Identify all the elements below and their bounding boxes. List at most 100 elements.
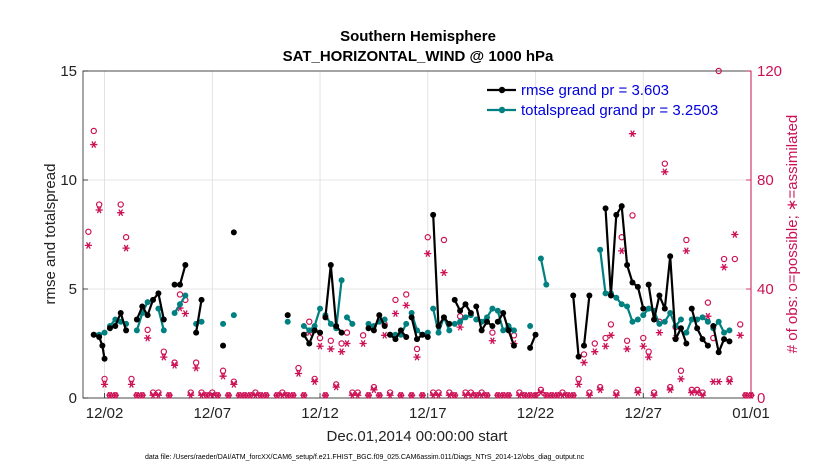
- obs-assimilated-marker: [504, 391, 513, 399]
- obs-possible-marker: [327, 337, 335, 344]
- rmse-point: [198, 296, 205, 303]
- rmse-point: [457, 307, 464, 314]
- totalspread-point: [198, 318, 205, 325]
- obs-count-series: [84, 67, 755, 399]
- x-axis-label: Dec.01,2014 00:00:00 start: [327, 428, 509, 445]
- rmse-point: [704, 342, 711, 349]
- totalspread-point: [634, 316, 641, 323]
- obs-assimilated-marker: [434, 391, 443, 399]
- obs-possible-marker: [715, 67, 722, 75]
- x-tick-label: 12/02: [86, 405, 124, 422]
- totalspread-point: [133, 327, 140, 334]
- x-tick-label: 12/27: [624, 405, 662, 422]
- rmse-point: [699, 336, 706, 343]
- obs-assimilated-marker: [311, 378, 319, 386]
- rmse-point: [484, 318, 491, 325]
- x-tick-label: 01/01: [732, 405, 770, 422]
- obs-assimilated-marker: [418, 391, 426, 399]
- rmse-point: [230, 229, 237, 236]
- obs-assimilated-marker: [95, 206, 103, 214]
- totalspread-point: [451, 320, 458, 327]
- obs-assimilated-marker: [623, 345, 631, 353]
- obs-assimilated-marker: [100, 380, 109, 388]
- totalspread-point: [721, 329, 728, 336]
- rmse-point: [101, 355, 108, 362]
- obs-possible-marker: [101, 375, 108, 383]
- obs-possible-marker: [677, 367, 685, 374]
- rmse-point: [629, 279, 636, 286]
- totalspread-point: [462, 314, 469, 321]
- rmse-point: [123, 327, 130, 334]
- obs-assimilated-marker: [170, 361, 179, 369]
- rmse-point: [333, 323, 340, 330]
- rmse-point: [176, 281, 183, 288]
- y-right-tick-label: 80: [757, 172, 774, 189]
- obs-assimilated-marker: [127, 380, 136, 388]
- rmse-point: [300, 331, 307, 338]
- rmse-point: [532, 331, 539, 338]
- obs-assimilated-marker: [607, 331, 615, 339]
- obs-assimilated-marker: [370, 386, 378, 394]
- totalspread-point: [500, 327, 507, 334]
- rmse-point: [306, 340, 313, 347]
- totalspread-point: [667, 309, 674, 316]
- obs-assimilated-marker: [316, 342, 324, 350]
- totalspread-point: [661, 318, 668, 325]
- obs-assimilated-marker: [343, 340, 351, 347]
- obs-assimilated-marker: [321, 391, 330, 399]
- totalspread-point: [306, 327, 313, 334]
- rmse-point: [408, 314, 415, 321]
- totalspread-point: [365, 320, 372, 327]
- obs-assimilated-marker: [655, 329, 664, 337]
- obs-assimilated-marker: [117, 209, 125, 217]
- rmse-point: [220, 342, 227, 349]
- rmse-point: [182, 262, 189, 269]
- rmse-point: [446, 320, 453, 327]
- rmse-point: [311, 327, 318, 334]
- obs-assimilated-marker: [612, 391, 620, 399]
- obs-possible-marker: [219, 367, 227, 374]
- rmse-point: [90, 331, 97, 338]
- rmse-point: [365, 325, 372, 332]
- rmse-line: [475, 306, 494, 332]
- y-tick-label: 10: [60, 172, 77, 189]
- totalspread-point: [677, 316, 684, 323]
- rmse-point: [634, 283, 641, 290]
- totalspread-point: [160, 327, 167, 334]
- rmse-point: [721, 336, 728, 343]
- totalspread-point: [704, 318, 711, 325]
- obs-possible-marker: [413, 345, 421, 353]
- obs-possible-marker: [144, 326, 151, 334]
- chart-title: Southern Hemisphere: [340, 28, 496, 45]
- rmse-line: [582, 295, 591, 346]
- obs-assimilated-marker: [456, 323, 464, 331]
- totalspread-point: [494, 307, 501, 314]
- obs-possible-marker: [591, 340, 598, 347]
- totalspread-point: [435, 329, 442, 336]
- obs-assimilated-marker: [531, 391, 540, 399]
- obs-possible-marker: [90, 127, 97, 135]
- obs-assimilated-marker: [661, 168, 669, 176]
- totalspread-point: [457, 318, 464, 325]
- totalspread-line: [303, 308, 322, 332]
- totalspread-point: [327, 320, 334, 327]
- rmse-point: [494, 318, 501, 325]
- obs-assimilated-marker: [720, 263, 728, 271]
- totalspread-point: [220, 320, 227, 327]
- rmse-point: [677, 325, 684, 332]
- totalspread-point: [284, 318, 291, 325]
- rmse-point: [327, 262, 334, 269]
- x-tick-label: 12/17: [409, 405, 447, 422]
- obs-assimilated-marker: [138, 391, 146, 399]
- totalspread-point: [408, 309, 415, 316]
- obs-possible-marker: [117, 201, 124, 208]
- obs-assimilated-marker: [715, 378, 723, 386]
- obs-assimilated-marker: [375, 391, 383, 399]
- obs-possible-marker: [403, 291, 410, 298]
- obs-assimilated-marker: [337, 348, 346, 356]
- obs-assimilated-marker: [596, 386, 604, 394]
- rmse-point: [397, 327, 404, 334]
- obs-possible-marker: [640, 334, 647, 342]
- obs-possible-marker: [95, 201, 103, 208]
- obs-assimilated-marker: [698, 391, 707, 399]
